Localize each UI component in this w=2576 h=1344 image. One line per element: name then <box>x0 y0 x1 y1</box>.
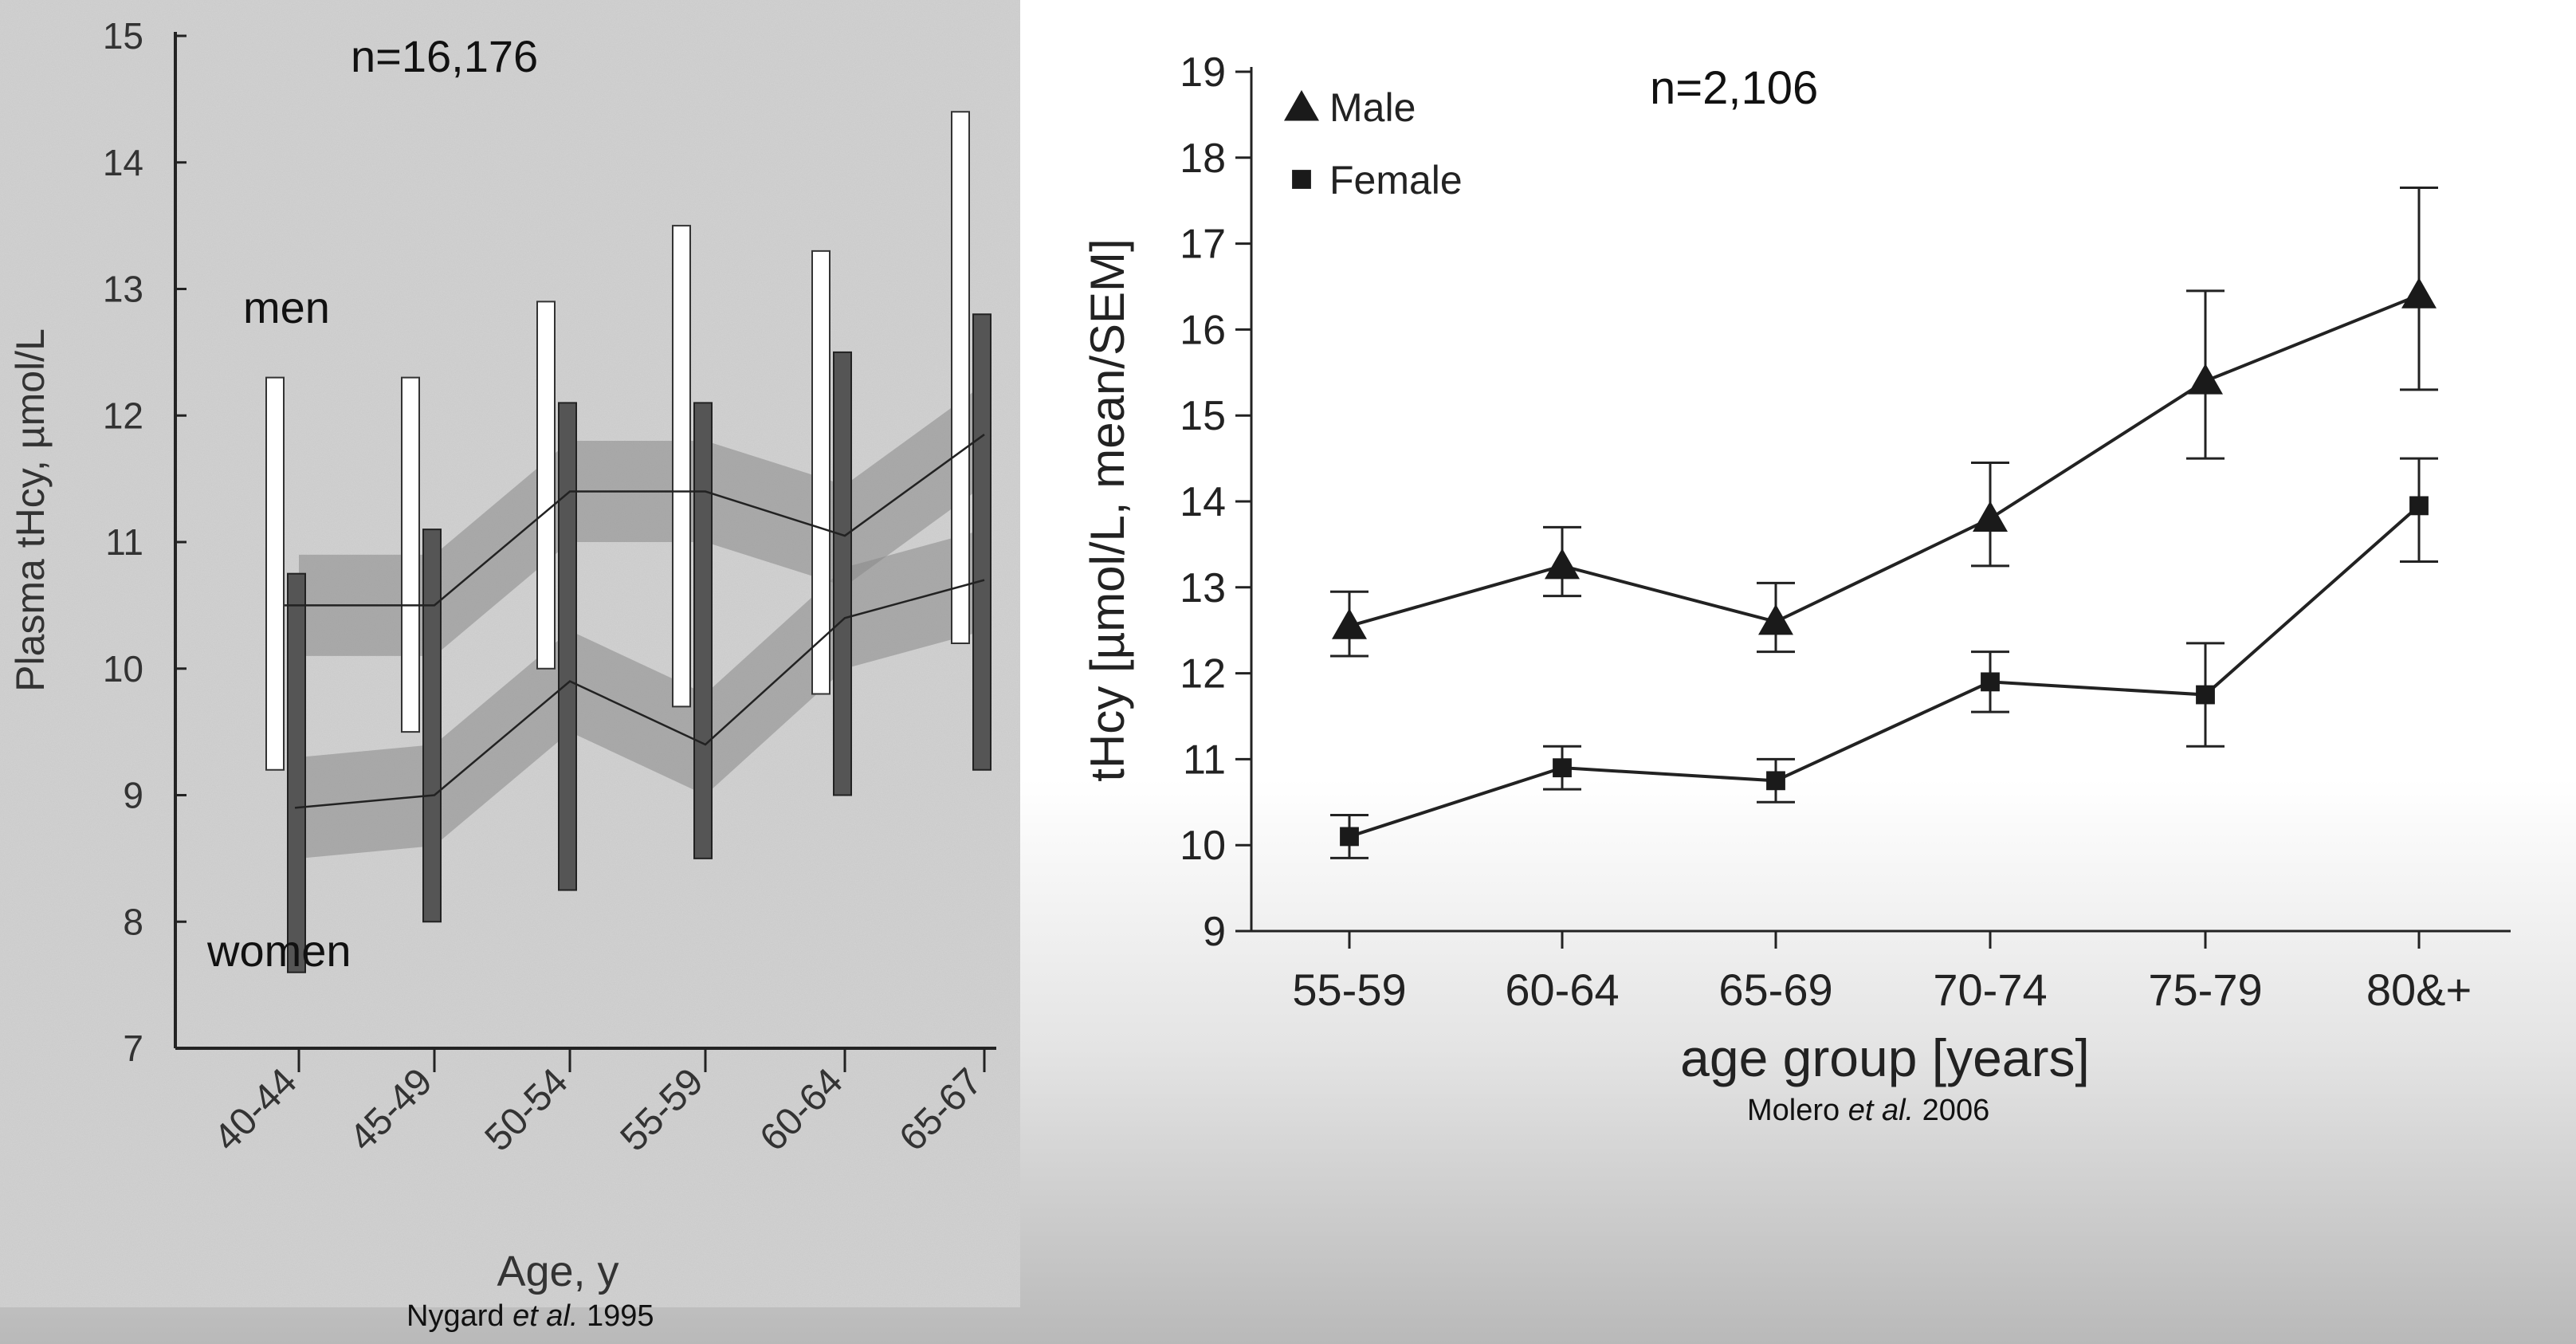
men-range-band <box>299 383 984 656</box>
men-range-bar <box>401 376 420 733</box>
credit-etal: et al. <box>512 1299 579 1333</box>
male-series-line <box>1349 293 2420 628</box>
credit-year: 1995 <box>587 1299 654 1333</box>
men-range-bar <box>536 301 556 670</box>
y-tick-label: 7 <box>123 1028 143 1069</box>
women-range-bar <box>287 572 306 973</box>
y-axis-title: Plasma tHcy, µmol/L <box>8 328 53 692</box>
women-range-bar <box>833 351 852 796</box>
source-credit-nygard: Nygard et al. 1995 <box>406 1299 654 1334</box>
x-axis-title: age group [years] <box>1680 1028 2090 1087</box>
female-data-point <box>1340 827 1359 847</box>
male-data-point <box>1973 501 2008 532</box>
x-tick-label: 70-74 <box>1933 965 2047 1015</box>
credit-year: 2006 <box>1922 1094 1990 1127</box>
female-data-point <box>1981 672 2000 692</box>
men-mean-line <box>285 434 985 607</box>
y-tick-label: 15 <box>103 15 143 57</box>
credit-etal: et al. <box>1848 1094 1914 1127</box>
y-tick-label: 11 <box>105 521 143 563</box>
male-data-point <box>1545 548 1580 580</box>
men-range-bar <box>811 250 831 695</box>
legend-male-marker <box>1284 90 1319 121</box>
female-series-line <box>1349 504 2421 839</box>
male-data-point <box>2188 364 2223 395</box>
men-range-bar <box>951 111 970 644</box>
y-tick-label: 13 <box>103 269 143 310</box>
molero-chart: 9 10 11 12 13 14 15 16 17 18 19 55-59 60-64 65-69 70-7… <box>1081 49 2511 1087</box>
sample-size-annotation: n=16,176 <box>351 31 538 81</box>
female-data-point <box>1766 771 1785 791</box>
x-tick-label: 65-69 <box>1718 965 1832 1015</box>
credit-author: Molero <box>1747 1094 1840 1127</box>
legend-female-label: Female <box>1329 158 1463 202</box>
x-tick-label: 75-79 <box>2148 965 2262 1015</box>
nygard-chart-panel: 7 8 9 10 11 12 13 14 15 40-44 45-49 50-54 55-59 60-64… <box>0 0 1020 1307</box>
legend-male-label: Male <box>1329 85 1416 130</box>
molero-chart-panel: 9 10 11 12 13 14 15 16 17 18 19 55-59 60-64 65-69 70-7… <box>1020 0 2576 1180</box>
men-label: men <box>243 282 330 332</box>
y-tick-label: 8 <box>123 901 143 942</box>
y-tick-label: 12 <box>1180 651 1226 698</box>
y-tick-label: 10 <box>1180 823 1226 869</box>
y-tick-label: 10 <box>103 648 143 690</box>
y-tick-label: 9 <box>1203 909 1226 955</box>
women-range-bar <box>972 313 992 771</box>
female-data-point <box>2409 496 2429 516</box>
female-data-point <box>1553 758 1572 778</box>
y-tick-label: 16 <box>1180 307 1226 353</box>
male-data-point <box>1332 608 1367 639</box>
women-label: women <box>206 925 351 976</box>
women-range-bar <box>558 402 577 891</box>
y-tick-label: 17 <box>1180 222 1226 268</box>
y-tick-label: 15 <box>1180 393 1226 439</box>
women-range-bar <box>422 529 442 923</box>
female-data-point <box>2196 685 2215 705</box>
women-mean-line <box>294 579 985 809</box>
credit-author: Nygard <box>406 1299 505 1333</box>
y-tick-label: 9 <box>123 775 143 816</box>
y-tick-label: 19 <box>1180 49 1226 96</box>
y-tick-label: 12 <box>103 395 143 436</box>
y-tick-label: 14 <box>1180 479 1226 525</box>
y-tick-label: 14 <box>103 142 143 183</box>
sample-size-annotation: n=2,106 <box>1650 62 1818 114</box>
x-tick-label: 55-59 <box>1292 965 1406 1015</box>
y-tick-label: 18 <box>1180 136 1226 182</box>
y-tick-label: 11 <box>1183 737 1226 783</box>
y-axis-title: tHcy [µmol/L, mean/SEM] <box>1081 238 1134 781</box>
legend-female-marker <box>1292 170 1311 189</box>
y-tick-label: 13 <box>1180 565 1226 611</box>
men-range-bar <box>265 376 285 771</box>
women-range-bar <box>693 402 713 859</box>
source-credit-molero: Molero et al. 2006 <box>1747 1094 1989 1128</box>
x-tick-label: 60-64 <box>1505 965 1619 1015</box>
x-axis-title: Age, y <box>497 1248 618 1295</box>
male-data-point <box>1758 603 1793 635</box>
male-data-point <box>2401 277 2437 308</box>
x-tick-label: 80&+ <box>2366 965 2472 1015</box>
men-range-bar <box>672 225 691 708</box>
